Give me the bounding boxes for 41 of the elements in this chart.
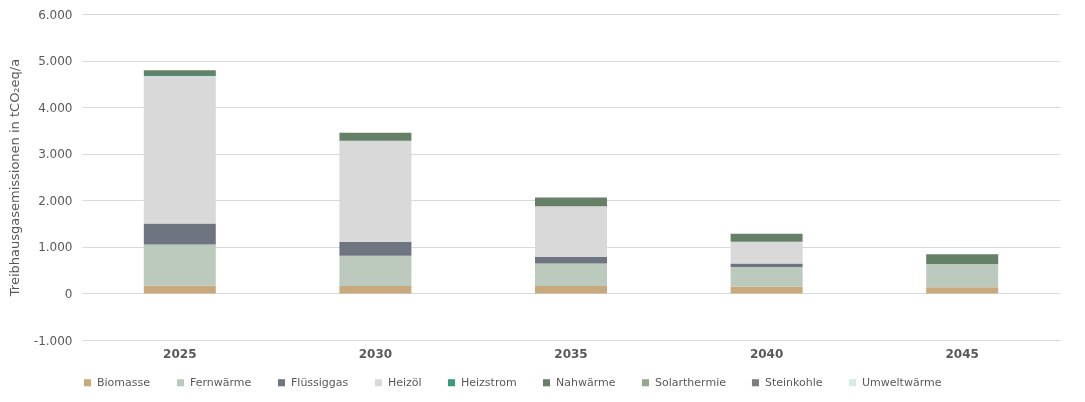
bar <box>535 263 607 286</box>
y-tick-label: 4.000 <box>38 100 73 115</box>
bar <box>535 197 607 207</box>
bar <box>143 223 216 245</box>
legend-label: Biomasse <box>97 375 151 389</box>
bar <box>339 241 412 256</box>
y-tick-label: 0 <box>64 286 73 301</box>
bar <box>143 244 216 286</box>
bar <box>730 286 803 294</box>
x-tick-label: 2025 <box>163 346 197 361</box>
bar <box>926 264 999 288</box>
x-tick-label: 2030 <box>358 346 393 361</box>
legend-label: Nahwärme <box>556 375 616 389</box>
y-tick-label: -1.000 <box>33 333 73 348</box>
bar <box>926 254 999 265</box>
y-tick-label: 6.000 <box>38 7 73 22</box>
x-tick-label: 2040 <box>749 346 784 361</box>
bar <box>339 285 412 294</box>
y-tick-label: 5.000 <box>38 54 73 69</box>
legend-label: Fernwärme <box>190 375 252 389</box>
y-tick-label: 2.000 <box>38 193 73 208</box>
bar <box>143 70 216 76</box>
y-tick-label: 3.000 <box>38 147 73 162</box>
bar <box>926 287 999 294</box>
legend-label: Solarthermie <box>655 375 727 389</box>
bar <box>339 132 412 141</box>
bar <box>535 256 607 264</box>
bar <box>730 263 803 267</box>
bar <box>730 233 803 242</box>
legend-label: Steinkohle <box>765 375 823 389</box>
y-tick-label: 1.000 <box>38 240 73 255</box>
legend-label: Heizöl <box>388 375 422 389</box>
y-axis-title: Treibhausgasemissionen in tCO₂eq/a <box>6 58 22 298</box>
legend-label: Umweltwärme <box>862 375 942 389</box>
legend-label: Heizstrom <box>461 375 517 389</box>
x-tick-label: 2035 <box>554 346 588 361</box>
bar <box>730 266 803 287</box>
legend-label: Flüssiggas <box>291 375 349 389</box>
x-tick-label: 2045 <box>945 346 979 361</box>
bar <box>339 255 412 286</box>
bar <box>535 285 607 294</box>
